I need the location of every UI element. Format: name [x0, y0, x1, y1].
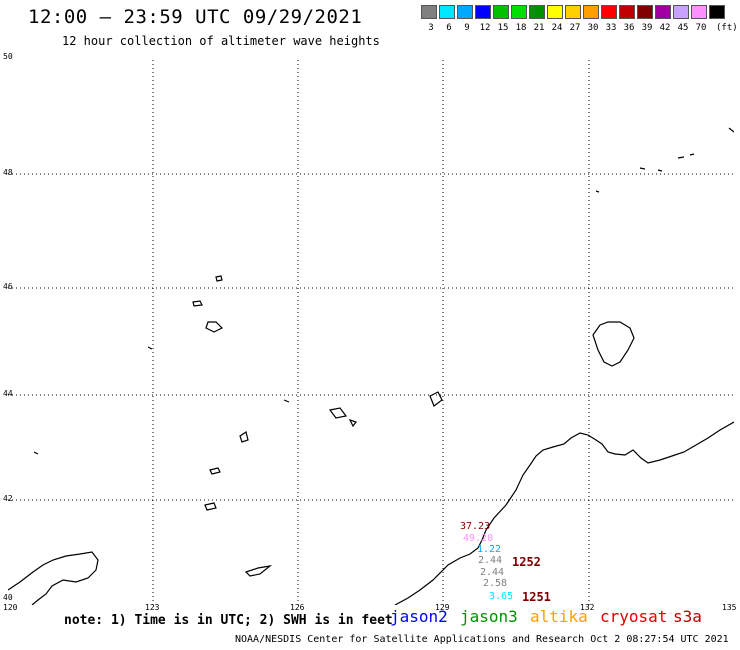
lake-outline [429, 391, 443, 407]
lon-label: 123 [145, 603, 160, 612]
lon-label: 120 [3, 603, 18, 612]
credit-line: NOAA/NESDIS Center for Satellite Applica… [235, 634, 729, 645]
lat-lon-grid [8, 60, 734, 605]
lat-label: 50 [3, 52, 13, 61]
sakhalin-coastline [728, 127, 734, 133]
lake-outline [657, 169, 663, 172]
legend-label: 24 [551, 23, 563, 33]
wave-height-value: 37.23 [460, 521, 491, 532]
legend-swatch [601, 5, 617, 19]
legend-label: 33 [605, 23, 617, 33]
legend-label: 12 [479, 23, 491, 33]
lake-outline [239, 431, 249, 443]
lat-label: 48 [3, 168, 13, 177]
legend-swatch [691, 5, 707, 19]
lon-label: 132 [580, 603, 595, 612]
legend-label: 30 [587, 23, 599, 33]
lake-outline [33, 451, 39, 455]
satellite-label-jason3: jason3 [460, 607, 518, 626]
china-coastline [8, 551, 99, 605]
lake-outline [595, 190, 600, 193]
legend-swatch [673, 5, 689, 19]
legend-label: 18 [515, 23, 527, 33]
legend-label: 42 [659, 23, 671, 33]
satellite-label-altika: altika [530, 607, 588, 626]
pass-number: 1251 [522, 590, 551, 604]
korea-coastline [394, 421, 734, 605]
lake-outline [205, 321, 224, 333]
legend-swatch [475, 5, 491, 19]
wave-height-value: 2.44 [480, 567, 505, 578]
lon-label: 129 [435, 603, 450, 612]
map-title: 12:00 – 23:59 UTC 09/29/2021 [28, 6, 363, 28]
legend-label: 21 [533, 23, 545, 33]
legend-label: 39 [641, 23, 653, 33]
satellite-label-jason2: jason2 [390, 607, 448, 626]
legend-unit: (ft) [716, 23, 738, 33]
lake-outline [244, 565, 273, 577]
wave-height-value: 1.22 [477, 544, 502, 555]
lat-label: 40 [3, 593, 13, 602]
legend-swatch [637, 5, 653, 19]
legend-swatch [547, 5, 563, 19]
legend-swatch [529, 5, 545, 19]
lake-outline [677, 156, 685, 159]
footer-note: note: 1) Time is in UTC; 2) SWH is in fe… [64, 613, 393, 628]
lake-outline [283, 399, 290, 403]
legend-label: 36 [623, 23, 635, 33]
satellite-label-s3a: s3a [673, 607, 702, 626]
map-subtitle: 12 hour collection of altimeter wave hei… [62, 34, 380, 48]
wave-height-value: 49.20 [463, 533, 494, 544]
legend-label: 6 [446, 23, 452, 33]
legend-swatch [457, 5, 473, 19]
lake-outline [209, 467, 221, 475]
legend-label: 27 [569, 23, 581, 33]
pass-number: 1252 [512, 555, 541, 569]
wave-height-value: 3.65 [489, 591, 514, 602]
legend-swatch [565, 5, 581, 19]
lon-label: 126 [290, 603, 305, 612]
legend-swatch [421, 5, 437, 19]
legend-swatch [655, 5, 671, 19]
lat-label: 46 [3, 282, 13, 291]
legend-swatch [619, 5, 635, 19]
legend-swatch [493, 5, 509, 19]
lat-label: 44 [3, 389, 13, 398]
legend-label: 45 [677, 23, 689, 33]
legend-swatch [583, 5, 599, 19]
lake-outline [689, 153, 695, 156]
lake-outline [639, 167, 646, 170]
legend-label: 3 [428, 23, 434, 33]
satellite-label-cryosat: cryosat [600, 607, 668, 626]
map-plot-area [8, 60, 734, 605]
lake-outline [348, 418, 357, 428]
legend-swatch [511, 5, 527, 19]
lat-label: 42 [3, 494, 13, 503]
lake-outline [204, 502, 217, 511]
legend-label: 9 [464, 23, 470, 33]
wave-height-value: 2.58 [483, 578, 508, 589]
legend-swatch [709, 5, 725, 19]
legend-label: 70 [695, 23, 707, 33]
lake-outline [328, 407, 348, 419]
lake-outline [147, 346, 153, 350]
reservoir-outline [592, 321, 635, 367]
coastlines [8, 127, 734, 605]
lake-outline [215, 275, 223, 282]
lake-outline [192, 300, 203, 307]
legend-swatch [439, 5, 455, 19]
legend-label: 15 [497, 23, 509, 33]
wave-height-value: 2.44 [478, 555, 503, 566]
lon-label: 135 [722, 603, 737, 612]
